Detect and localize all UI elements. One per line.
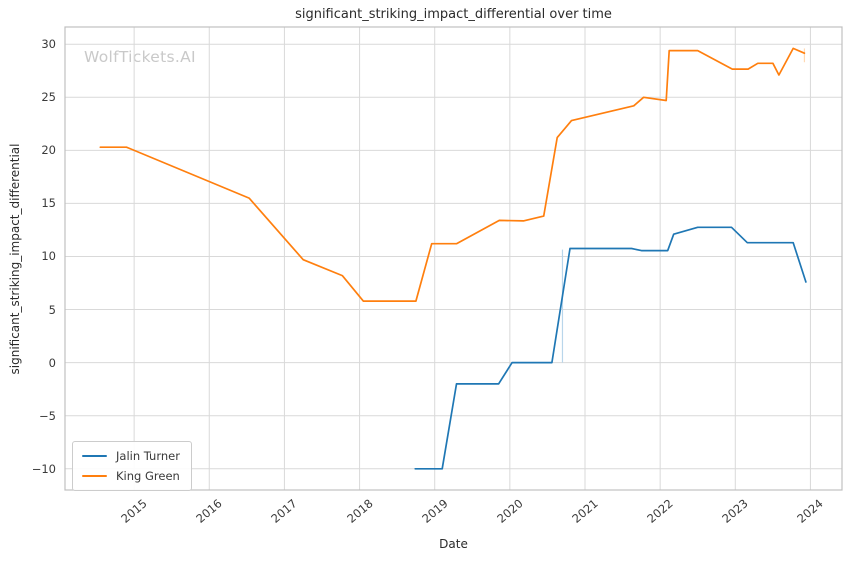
x-axis-label: Date	[439, 537, 468, 551]
plot-border	[64, 26, 843, 491]
y-tick-label: 30	[41, 37, 56, 52]
y-tick-label: −10	[31, 461, 56, 476]
legend-item-jalin-turner: Jalin Turner	[82, 449, 180, 463]
king-green-line-swatch	[82, 474, 107, 478]
legend: Jalin Turner King Green	[72, 441, 192, 491]
y-tick-label: −5	[39, 408, 56, 423]
legend-label: Jalin Turner	[116, 449, 180, 463]
chart-title: significant_striking_impact_differential…	[295, 7, 612, 22]
y-tick-label: 25	[41, 90, 56, 105]
y-tick-label: 0	[48, 355, 56, 370]
y-axis-label: significant_striking_impact_differential	[8, 143, 22, 375]
jalin-turner-line-swatch	[82, 454, 107, 458]
y-tick-label: 5	[48, 302, 56, 317]
series-line-jalin-turner	[414, 226, 807, 470]
y-tick-label: 20	[41, 143, 56, 158]
watermark-text: WolfTickets.AI	[84, 48, 196, 66]
legend-label: King Green	[116, 469, 180, 483]
legend-item-king-green: King Green	[82, 469, 180, 483]
y-tick-label: 15	[41, 196, 56, 211]
y-tick-label: 10	[41, 249, 56, 264]
series-line-king-green	[99, 47, 806, 302]
